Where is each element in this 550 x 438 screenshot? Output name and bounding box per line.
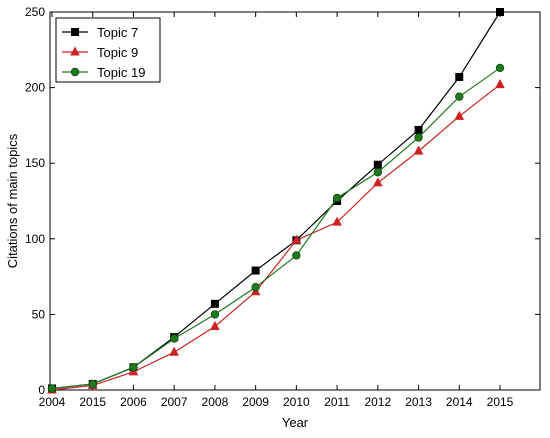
data-point-topic-19 (414, 133, 423, 142)
legend: Topic 7 Topic 9 Topic 19 (55, 17, 161, 83)
data-point-topic-9 (332, 216, 342, 226)
series-line-topic-9 (51, 84, 501, 391)
x-tick-label: 2012 (364, 395, 391, 409)
data-point-topic-7 (496, 8, 504, 16)
series-topic-19 (47, 63, 505, 393)
ticks-layer: 0 50 100 150 200 250 2004 2015 2006 2007 2008 2009 2… (25, 5, 540, 409)
x-tick-label: 2008 (202, 395, 229, 409)
data-point-topic-9 (210, 320, 220, 330)
y-tick-label: 200 (25, 81, 45, 95)
data-point-topic-9 (169, 346, 180, 356)
data-point-topic-19 (455, 92, 464, 101)
legend-label-topic-19: Topic 19 (97, 65, 145, 80)
y-tick-label: 50 (32, 307, 46, 321)
series-layer (47, 8, 505, 394)
x-tick-label: 2015 (487, 395, 514, 409)
series-line-topic-19 (51, 67, 501, 390)
x-tick-label: 2015 (79, 395, 106, 409)
data-point-topic-9 (413, 145, 424, 155)
data-point-topic-19 (88, 379, 97, 389)
data-point-topic-19 (373, 168, 383, 177)
x-tick-label: 2009 (242, 395, 269, 409)
data-point-topic-19 (210, 310, 220, 319)
x-tick-label: 2010 (283, 395, 310, 409)
data-point-topic-7 (210, 299, 219, 308)
y-tick-label: 100 (25, 232, 45, 246)
legend-marker-topic-7 (71, 28, 79, 36)
y-tick-label: 150 (25, 156, 45, 170)
data-point-topic-9 (291, 234, 302, 244)
data-point-topic-19 (292, 251, 301, 260)
y-axis-title: Citations of main topics (5, 133, 20, 268)
data-point-topic-7 (414, 125, 423, 134)
y-tick-label: 0 (38, 383, 45, 397)
data-point-topic-9 (372, 177, 383, 187)
legend-marker-topic-9 (70, 46, 80, 56)
data-point-topic-7 (373, 160, 382, 169)
x-tick-label: 2006 (120, 395, 147, 409)
legend-label-topic-9: Topic 9 (97, 45, 138, 60)
data-point-topic-19 (332, 193, 342, 203)
x-tick-label: 2004 (39, 395, 66, 409)
data-point-topic-19 (129, 363, 138, 372)
data-point-topic-19 (495, 63, 505, 73)
x-tick-label: 2014 (446, 395, 473, 409)
data-point-topic-7 (455, 73, 464, 82)
x-axis-title: Year (282, 415, 309, 430)
data-point-topic-19 (251, 282, 260, 292)
y-tick-label: 250 (25, 5, 45, 19)
plot-frame (49, 11, 541, 391)
legend-label-topic-7: Topic 7 (97, 25, 138, 40)
series-topic-9 (47, 79, 505, 394)
x-tick-label: 2011 (324, 395, 350, 409)
x-tick-label: 2007 (161, 395, 188, 409)
data-point-topic-9 (454, 110, 465, 120)
data-point-topic-9 (495, 79, 505, 89)
data-point-topic-19 (47, 384, 57, 393)
data-point-topic-19 (169, 334, 179, 343)
data-point-topic-7 (251, 266, 260, 275)
legend-marker-topic-19 (70, 67, 80, 77)
x-tick-label: 2013 (405, 395, 432, 409)
